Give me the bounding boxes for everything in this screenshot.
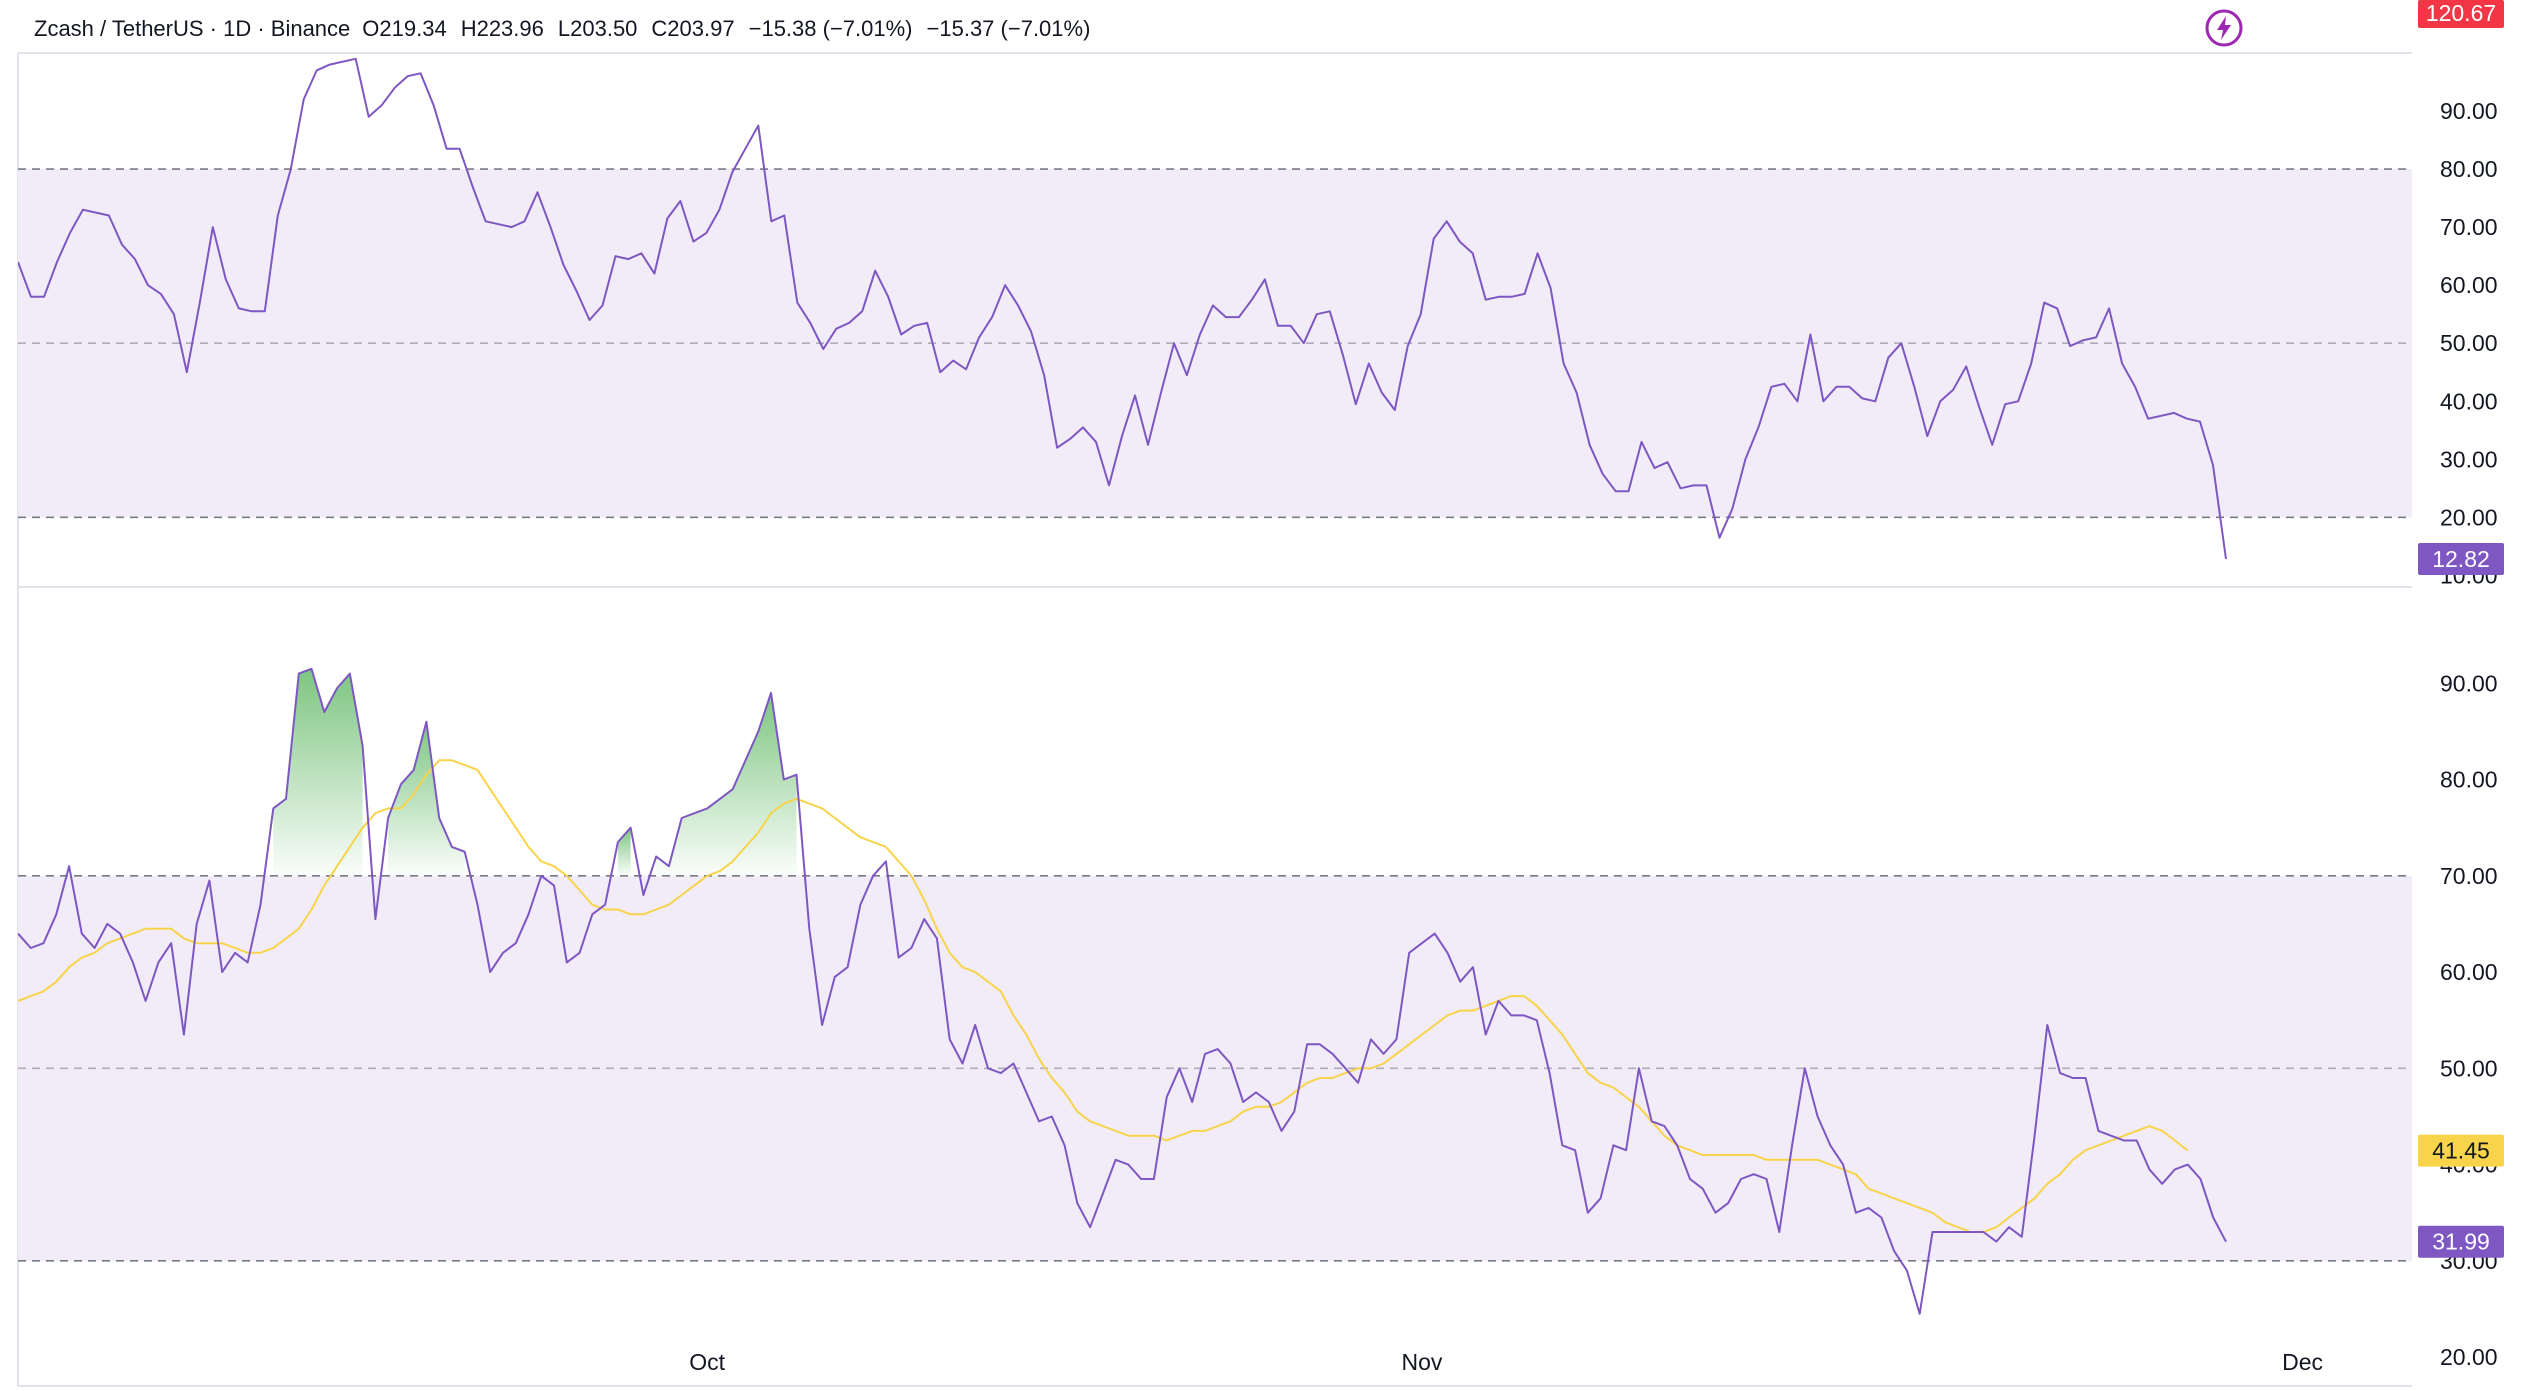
y-tick-label: 80.00 [2440,156,2498,182]
y-tick-label: 70.00 [2440,863,2498,889]
rsi-last-value-1: 12.82 [2432,546,2490,572]
y-tick-label: 30.00 [2440,446,2498,472]
close-value: C203.97 [651,16,735,41]
overbought-fill [617,827,631,876]
y-tick-label: 50.00 [2440,330,2498,356]
overbought-fill [388,721,465,876]
y-tick-label: 20.00 [2440,1344,2498,1370]
y-tick-label: 60.00 [2440,272,2498,298]
y-tick-label: 40.00 [2440,1152,2498,1178]
rsi-ma-line [18,759,2189,1233]
change-value-2: −15.37 (−7.01%) [926,16,1091,41]
pane-2 [18,667,2412,1315]
y-tick-label: 40.00 [2440,388,2498,414]
rsi-line [18,667,2227,1315]
ma-last-value: 41.45 [2432,1138,2490,1164]
pane-1 [18,57,2412,560]
x-tick-label: Oct [689,1349,725,1375]
rsi-line [18,57,2227,560]
high-value: H223.96 [460,16,544,41]
lightning-bolt-icon[interactable] [2204,8,2244,48]
low-value: L203.50 [557,16,638,41]
y-tick-label: 50.00 [2440,1055,2498,1081]
rsi-last-value-2-bg [2418,1225,2504,1258]
rsi-last-value-2: 31.99 [2432,1229,2490,1255]
overbought-fill [273,668,363,876]
ma-last-value-bg [2418,1134,2504,1167]
y-tick-label: 20.00 [2440,504,2498,530]
symbol-title[interactable]: Zcash / TetherUS · 1D · Binance [34,16,351,41]
rsi-band-background [18,875,2412,1261]
y-tick-label: 10.00 [2440,562,2498,588]
y-tick-label: 30.00 [2440,1248,2498,1274]
overbought-fill [656,692,797,876]
price-badge-bg [2418,0,2504,28]
open-value: O219.34 [362,16,447,41]
x-tick-label: Nov [1401,1349,1442,1375]
x-tick-label: Dec [2282,1349,2323,1375]
change-value: −15.38 (−7.01%) [748,16,913,41]
symbol-legend: Zcash / TetherUS · 1D · Binance O219.34 … [34,12,1104,46]
price-badge: 120.67 [2426,0,2496,26]
y-tick-label: 70.00 [2440,214,2498,240]
rsi-band-background [18,169,2412,518]
y-tick-label: 80.00 [2440,767,2498,793]
y-tick-label: 60.00 [2440,959,2498,985]
y-tick-label: 90.00 [2440,670,2498,696]
rsi-last-value-1-bg [2418,543,2504,576]
y-tick-label: 90.00 [2440,98,2498,124]
